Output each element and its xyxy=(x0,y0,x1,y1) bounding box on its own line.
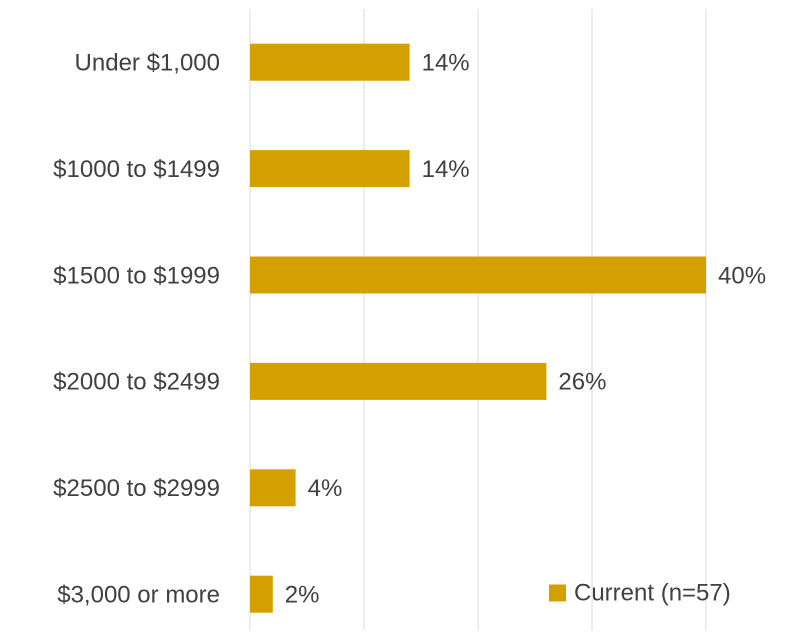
value-label: 40% xyxy=(718,262,766,289)
value-label: 14% xyxy=(422,50,470,77)
bar xyxy=(250,150,410,188)
bar xyxy=(250,256,706,294)
y-tick-label: $2000 to $2499 xyxy=(53,369,220,396)
y-tick-label: $3,000 or more xyxy=(57,582,220,609)
legend-label: Current (n=57) xyxy=(574,579,731,606)
bar xyxy=(250,362,547,400)
legend-swatch xyxy=(549,584,566,602)
bar xyxy=(250,469,296,507)
y-tick-label: Under $1,000 xyxy=(75,50,220,77)
value-label: 26% xyxy=(558,369,606,396)
y-tick-label: $2500 to $2999 xyxy=(53,475,220,502)
y-tick-label: $1500 to $1999 xyxy=(53,262,220,289)
value-label: 2% xyxy=(285,582,320,609)
y-tick-label: $1000 to $1499 xyxy=(53,156,220,183)
bar xyxy=(250,575,273,613)
value-label: 14% xyxy=(422,156,470,183)
value-label: 4% xyxy=(308,475,343,502)
bar xyxy=(250,43,410,81)
